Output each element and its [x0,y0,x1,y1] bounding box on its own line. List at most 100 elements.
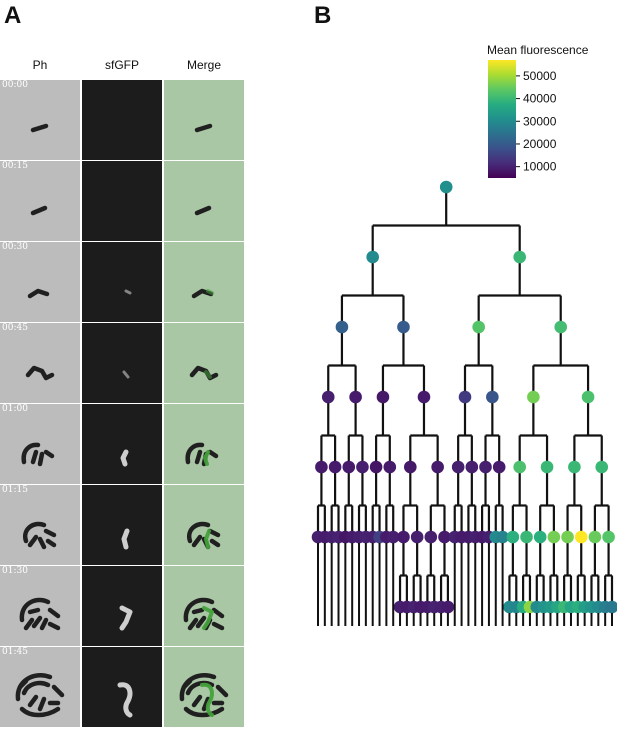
timestamp-label: 01:45 [2,647,28,657]
sfgfp-signal [124,289,132,295]
bacterial-cell [21,442,41,465]
sfgfp-signal [206,289,214,295]
bacterial-cell [215,684,229,698]
bacterial-cell [191,694,203,708]
bacterial-cell [191,534,203,548]
cell-node [574,530,588,544]
cell-node [386,530,400,544]
timestamp-label: 00:15 [2,161,28,171]
cell-node [417,390,431,404]
colorbar-tick-label: 30000 [523,114,557,128]
timestamp-label: 01:15 [2,485,28,495]
lineage-tree: Mean fluorescence 10000 20000 30000 40000 50… [311,43,617,626]
bacterial-cell [43,528,57,538]
panel-b-label: B [314,2,332,29]
bacterial-cell [179,673,217,702]
cell-node [496,530,509,544]
cell-node [472,320,485,334]
sfgfp-signal [120,449,129,467]
cell-node [465,460,479,474]
colorbar-gradient [488,60,516,178]
bacterial-cell [25,365,55,381]
cell-node [397,320,410,334]
sfgfp-signal [117,682,133,718]
bacterial-cell [186,521,211,544]
timestamp-label: 01:00 [2,404,28,414]
bacterial-cell [47,607,61,619]
gfp-image-tile [82,323,162,403]
time-frame-row: 00:45 [0,323,246,403]
bacterial-cell [30,449,39,465]
bacterial-cell [189,365,219,381]
sfgfp-signal [204,529,211,549]
cell-node [335,320,349,334]
cell-micrograph [179,673,229,718]
time-frame-row: 01:30 [0,566,246,646]
cell-node [397,530,410,544]
cell-micrograph [189,365,219,381]
cell-node [568,460,581,474]
cell-node [506,530,520,544]
cell-node [328,460,342,474]
cell-node [366,250,379,264]
bacterial-cell [17,678,29,690]
merge-image-tile [164,80,244,160]
cell-node [602,530,615,544]
merge-image-tile [164,566,244,646]
cell-micrograph [194,205,212,216]
cell-node [438,530,451,544]
bacterial-cell [207,449,219,459]
cell-node [451,460,465,474]
bacterial-cell [187,617,199,631]
cell-node [441,600,455,614]
colorbar-tick-label: 40000 [523,92,557,106]
cell-micrograph [82,80,162,160]
cell-node [404,460,417,474]
sfgfp-signal [122,370,130,379]
merge-image-tile [164,485,244,565]
sfgfp-signal [121,528,130,550]
ph-image-tile [0,80,80,160]
ph-image-tile [0,161,80,241]
bacterial-cell [183,706,225,718]
bacterial-cell [37,696,47,712]
ph-image-tile [0,647,80,727]
bacterial-cell [30,123,49,133]
cell-micrograph [30,123,49,133]
ph-image-tile [0,485,80,565]
bacterial-cell [31,615,43,629]
bacterial-cell [181,678,193,690]
timestamp-label: 00:45 [2,323,28,333]
cell-node [527,390,540,404]
gfp-image-tile [82,647,162,727]
cell-micrograph [117,682,133,718]
bacterial-cell [19,597,51,623]
cell-node [376,390,390,404]
bacterial-cell [195,615,207,629]
cell-node [410,530,424,544]
bacterial-cell [22,521,47,544]
gfp-image-tile [82,80,162,160]
cell-node [321,390,335,404]
bacterial-cell [45,538,57,548]
cell-node [595,460,609,474]
merge-image-tile [164,404,244,484]
bacterial-cell [51,684,65,698]
colorbar-tick-label: 50000 [523,69,557,83]
bacterial-cell [27,607,41,615]
bacterial-cell [37,536,47,550]
merge-image-tile [164,647,244,727]
time-frame-row: 01:45 [0,647,246,727]
cell-node [349,390,362,404]
ph-image-tile [0,323,80,403]
bacterial-cell [39,617,49,631]
column-header-merge: Merge [186,58,221,72]
sfgfp-signal [200,682,214,717]
gfp-image-tile [82,242,162,322]
bacterial-cell [27,288,50,299]
cell-node [424,530,438,544]
cell-micrograph [27,288,50,299]
cell-micrograph [186,521,221,550]
bacterial-cell [194,449,203,465]
cell-node [561,530,574,544]
